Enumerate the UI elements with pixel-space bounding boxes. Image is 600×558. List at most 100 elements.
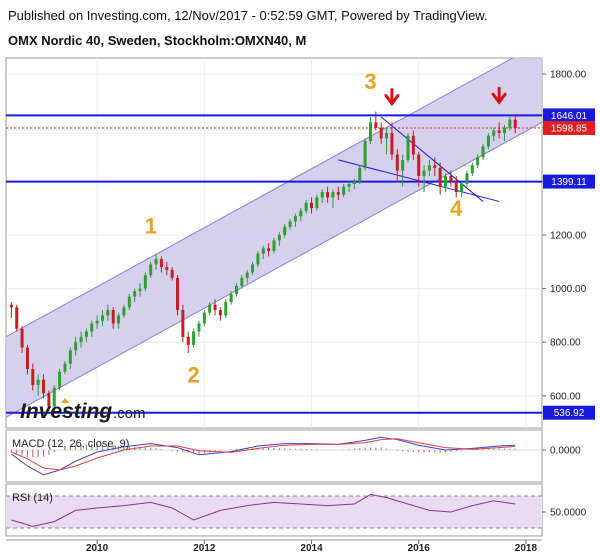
candle	[460, 181, 464, 198]
candle-body	[283, 226, 287, 235]
candle-body	[385, 133, 389, 139]
candle-body	[154, 259, 158, 265]
candle-body	[406, 135, 410, 160]
candle-body	[395, 154, 399, 171]
candle-body	[358, 167, 362, 182]
candle	[133, 288, 137, 302]
candle	[363, 138, 367, 171]
candle	[202, 310, 206, 327]
candle-body	[299, 210, 303, 217]
candle	[106, 304, 110, 321]
candle-body	[90, 323, 94, 332]
candle	[192, 328, 196, 348]
candle	[454, 175, 458, 198]
candle	[42, 374, 46, 399]
candle	[58, 369, 62, 391]
candle	[20, 326, 24, 353]
candle	[79, 331, 83, 348]
candle	[427, 159, 431, 176]
instrument-title: OMX Nordic 40, Sweden, Stockholm:OMXN40,…	[8, 33, 307, 48]
candle	[513, 114, 517, 134]
y-tick-label: 800.00	[550, 338, 581, 349]
y-tick-label: 600.00	[550, 391, 581, 402]
candle	[476, 154, 480, 168]
logo-mark-icon	[61, 398, 69, 403]
candle-body	[117, 315, 121, 324]
candle-body	[111, 310, 115, 324]
candle-body	[9, 304, 13, 308]
candle	[331, 189, 335, 209]
candle-body	[218, 310, 222, 316]
candle	[68, 347, 72, 370]
candle	[224, 299, 228, 319]
candle-body	[438, 167, 442, 187]
candle-body	[481, 146, 485, 158]
price-level-box	[543, 108, 595, 123]
axes: 600.00800.001000.001200.001400.001600.00…	[86, 70, 595, 554]
candle-body	[347, 184, 351, 187]
candle	[197, 320, 201, 337]
candle-body	[234, 285, 238, 294]
candle	[422, 165, 426, 193]
candle	[165, 261, 169, 276]
candle-body	[352, 181, 356, 185]
y-tick-label: 1200.00	[550, 230, 587, 241]
candle-body	[336, 192, 340, 195]
candle	[277, 232, 281, 246]
candle	[213, 299, 217, 316]
candle	[170, 267, 174, 281]
candle-body	[508, 119, 512, 128]
candle	[486, 133, 490, 150]
candle	[326, 186, 330, 203]
price-level-label: 1399.11	[551, 177, 587, 188]
candle	[272, 237, 276, 254]
candle	[90, 320, 94, 337]
candle	[283, 224, 287, 238]
candle-body	[63, 363, 67, 372]
candle-body	[165, 267, 169, 270]
candle	[186, 331, 190, 353]
candle	[117, 312, 121, 329]
candle	[234, 283, 238, 297]
candle	[36, 374, 40, 396]
candle	[320, 189, 324, 203]
rsi-band	[6, 496, 542, 528]
candle-body	[497, 130, 501, 134]
candle	[149, 261, 153, 278]
candle	[465, 170, 469, 187]
candle-body	[186, 336, 190, 345]
price-level-label: 1598.85	[551, 124, 588, 135]
logo-brand: Investing	[20, 400, 112, 423]
candle-body	[465, 173, 469, 185]
candle-body	[363, 141, 367, 168]
signal-line	[11, 438, 516, 471]
candle-body	[288, 221, 292, 227]
macd-tick-label: 0.0000	[550, 446, 581, 457]
candle-body	[256, 253, 260, 265]
candle-body	[181, 310, 185, 337]
candle-body	[229, 293, 233, 302]
candle	[304, 200, 308, 214]
wave-label-1: 1	[145, 214, 157, 239]
candle-body	[245, 272, 249, 278]
candle	[438, 162, 442, 195]
trend-channel	[6, 58, 542, 418]
candle	[293, 213, 297, 227]
candle	[229, 291, 233, 305]
candle	[9, 301, 13, 319]
candle-body	[149, 264, 153, 276]
candle	[299, 208, 303, 222]
candle	[74, 336, 78, 356]
candle-body	[176, 277, 180, 311]
candle-body	[213, 304, 217, 311]
candle	[31, 363, 35, 391]
macd-line	[11, 436, 516, 476]
candle-body	[15, 307, 19, 329]
candle-body	[68, 350, 72, 364]
candle-body	[513, 119, 517, 129]
candle	[411, 130, 415, 160]
candle-body	[433, 165, 437, 168]
candle-body	[272, 240, 276, 252]
x-tick-label: 2012	[193, 543, 216, 554]
